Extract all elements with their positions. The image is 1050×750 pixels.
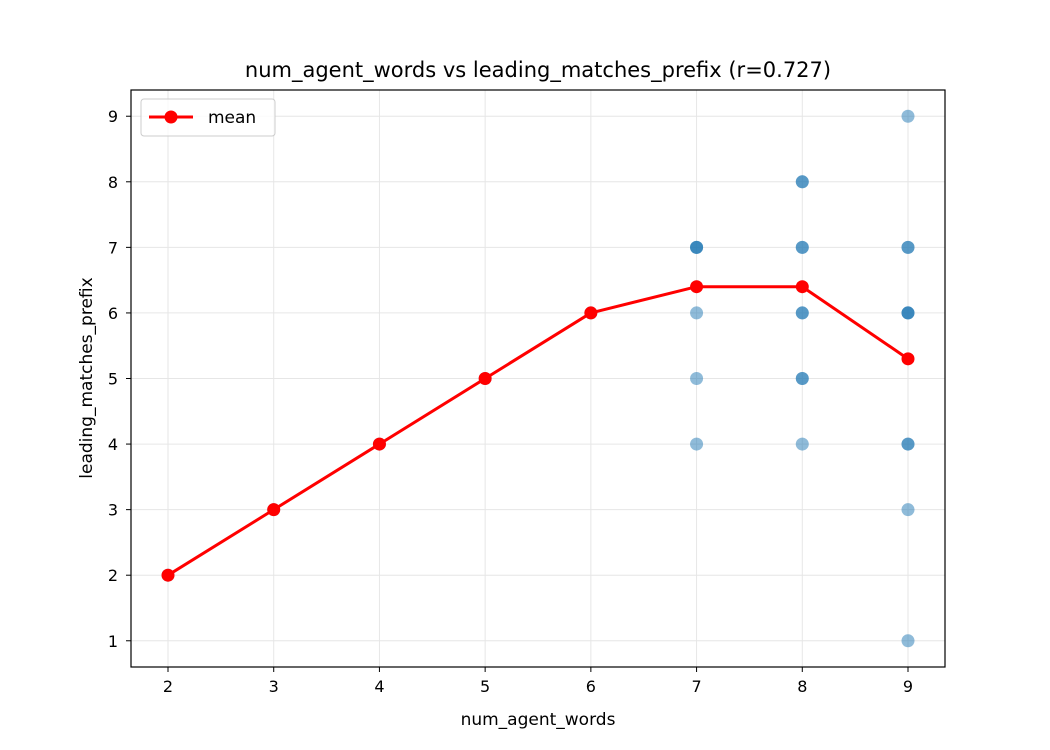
scatter-point: [690, 306, 704, 320]
y-tick-label: 8: [108, 173, 118, 192]
scatter-point: [795, 175, 809, 189]
x-tick-label: 5: [480, 677, 490, 696]
y-tick-label: 5: [108, 370, 118, 389]
x-tick-label: 7: [691, 677, 701, 696]
legend-mean-marker: [164, 110, 178, 124]
y-tick-label: 4: [108, 435, 118, 454]
scatter-point: [795, 306, 809, 320]
y-axis-label: leading_matches_prefix: [77, 277, 97, 478]
scatter-point: [795, 372, 809, 385]
mean-point: [584, 306, 598, 320]
x-tick-label: 3: [269, 677, 279, 696]
mean-point: [901, 352, 915, 366]
mean-point: [690, 280, 704, 294]
mean-point: [161, 568, 175, 582]
scatter-point: [901, 240, 915, 254]
mean-point: [267, 503, 281, 517]
x-axis-label: num_agent_words: [461, 710, 616, 730]
x-tick-label: 9: [903, 677, 913, 696]
scatter-point: [690, 437, 704, 451]
x-tick-label: 4: [374, 677, 384, 696]
x-axis-ticks: 2 3 4 5 6 7 8 9: [163, 667, 913, 696]
scatter-point: [690, 240, 704, 254]
legend-mean-label: mean: [208, 108, 256, 128]
chart-title: num_agent_words vs leading_matches_prefi…: [245, 58, 831, 83]
y-axis-ticks: 1 2 3 4 5 6 7 8 9: [108, 107, 131, 651]
scatter-point: [795, 437, 809, 451]
scatter-point: [901, 437, 915, 451]
mean-point: [795, 280, 809, 294]
x-tick-label: 8: [797, 677, 807, 696]
mean-point: [478, 372, 492, 385]
scatter-point: [901, 306, 915, 320]
y-tick-label: 7: [108, 238, 118, 257]
y-tick-label: 2: [108, 566, 118, 585]
y-tick-label: 9: [108, 107, 118, 126]
legend: mean: [140, 98, 276, 137]
x-tick-label: 6: [586, 677, 596, 696]
mean-line: [167, 285, 909, 577]
legend-box: [140, 98, 276, 137]
scatter-point: [901, 634, 915, 648]
scatter-point: [795, 240, 809, 254]
scatter-point: [901, 109, 915, 123]
scatter-point: [901, 503, 915, 517]
x-tick-label: 2: [163, 677, 173, 696]
y-tick-label: 6: [108, 304, 118, 323]
y-tick-label: 3: [108, 501, 118, 520]
scatter-point: [690, 372, 704, 385]
mean-series: [161, 280, 915, 582]
y-tick-label: 1: [108, 632, 118, 651]
mean-point: [372, 437, 386, 451]
